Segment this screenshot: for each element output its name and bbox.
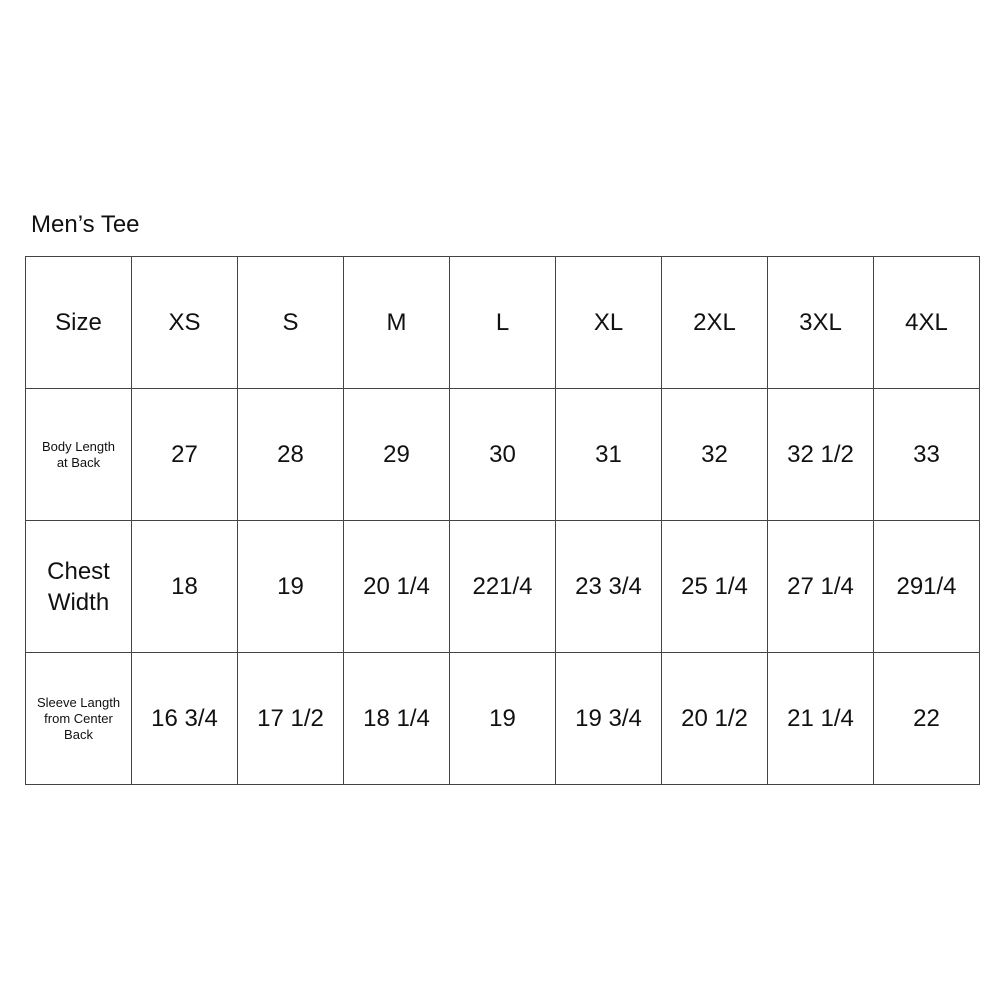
row-label-line: Body Length: [41, 438, 115, 454]
chart-title: Men’s Tee: [31, 211, 140, 238]
row-label-line: Back: [64, 726, 93, 742]
measurement-cell: 18: [131, 520, 238, 653]
measurement-cell: 28: [237, 388, 344, 521]
size-header-cell: S: [237, 256, 344, 389]
header-label-cell: Size: [25, 256, 132, 389]
measurement-cell: 19: [237, 520, 344, 653]
size-header-cell: 2XL: [661, 256, 768, 389]
size-header-cell: XL: [555, 256, 662, 389]
row-label-line: Width: [47, 588, 110, 616]
measurement-cell: 291/4: [873, 520, 980, 653]
measurement-cell: 16 3/4: [131, 652, 238, 785]
measurement-cell: 18 1/4: [343, 652, 450, 785]
size-header-cell: 3XL: [767, 256, 874, 389]
row-label-line: Chest: [47, 557, 110, 585]
row-label-cell: Body Length at Back: [25, 388, 132, 521]
row-label-line: at Back: [56, 454, 101, 470]
measurement-cell: 221/4: [449, 520, 556, 653]
size-header-cell: L: [449, 256, 556, 389]
measurement-cell: 20 1/2: [661, 652, 768, 785]
measurement-cell: 31: [555, 388, 662, 521]
table-row: Body Length at Back 27 28 29 30 31 32 32 1/2 33: [25, 388, 980, 521]
size-chart-table: Size XS S M L XL 2XL 3XL 4XL Body Length at Back 27…: [25, 256, 980, 785]
size-header-cell: 4XL: [873, 256, 980, 389]
table-row: Sleeve Langth from Center Back 16 3/4 17 1/2…: [25, 652, 980, 785]
table-row: Chest Width 18 19 20 1/4 221/4 23 3/4 25 1/4 27 …: [25, 520, 980, 653]
measurement-cell: 22: [873, 652, 980, 785]
row-label-cell: Sleeve Langth from Center Back: [25, 652, 132, 785]
measurement-cell: 32 1/2: [767, 388, 874, 521]
size-header-cell: M: [343, 256, 450, 389]
measurement-cell: 21 1/4: [767, 652, 874, 785]
measurement-cell: 17 1/2: [237, 652, 344, 785]
row-label-cell: Chest Width: [25, 520, 132, 653]
measurement-cell: 25 1/4: [661, 520, 768, 653]
measurement-cell: 19 3/4: [555, 652, 662, 785]
measurement-cell: 23 3/4: [555, 520, 662, 653]
measurement-cell: 29: [343, 388, 450, 521]
row-label-line: Sleeve Langth: [36, 694, 121, 710]
measurement-cell: 19: [449, 652, 556, 785]
header-row: Size XS S M L XL 2XL 3XL 4XL: [25, 256, 980, 389]
measurement-cell: 27: [131, 388, 238, 521]
row-label-line: from Center: [44, 710, 113, 726]
size-header-cell: XS: [131, 256, 238, 389]
measurement-cell: 30: [449, 388, 556, 521]
measurement-cell: 20 1/4: [343, 520, 450, 653]
measurement-cell: 33: [873, 388, 980, 521]
measurement-cell: 32: [661, 388, 768, 521]
measurement-cell: 27 1/4: [767, 520, 874, 653]
